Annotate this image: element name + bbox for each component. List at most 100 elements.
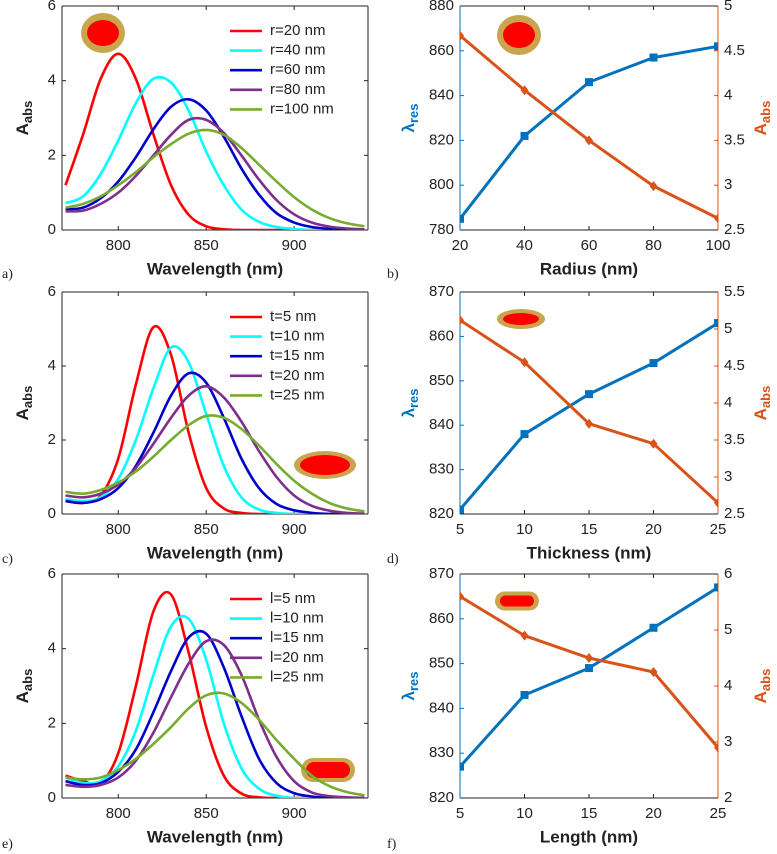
axis-label: λres [399,389,421,418]
y2-tick-label: 3 [724,733,732,750]
label-sub: res [406,104,421,124]
x-tick-label: 900 [282,237,307,254]
y-tick-label: 870 [429,283,454,300]
label-main: A [13,123,32,135]
label-sub: abs [758,386,773,408]
y2-tick-label: 5.5 [724,283,745,300]
marker [714,213,718,224]
marker [520,357,529,368]
label-main: A [751,408,770,420]
y-tick-label: 780 [429,221,454,238]
marker [520,630,529,641]
label-main: A [751,123,770,135]
series-line [64,52,365,230]
y-tick-label: 2 [48,431,56,448]
y2-tick-label: 4 [724,394,732,411]
y-tick-label: 850 [429,372,454,389]
panel-letter: e) [2,837,13,852]
marker [520,690,529,699]
y-tick-label: 830 [429,461,454,478]
y-tick-label: 4 [48,640,56,657]
label-main: A [13,408,32,420]
series-group [460,583,718,771]
marker [714,742,718,753]
marker [649,53,658,62]
x-tick-label: 5 [456,521,464,538]
marker [714,497,718,508]
axis-label: λres [399,672,421,701]
axis-label: Aabs [13,386,35,421]
y-tick-label: 860 [429,42,454,59]
y-tick-label: 820 [429,789,454,806]
series-line [65,345,365,514]
legend-item: t=5 nm [230,308,316,325]
y2-tick-label: 6 [724,565,732,582]
x-tick-label: 20 [645,521,662,538]
x-tick-label: 60 [581,237,598,254]
legend-item: t=10 nm [230,328,325,345]
marker [585,653,593,663]
y-tick-label: 830 [429,744,454,761]
legend-label: t=20 nm [270,367,325,384]
y-tick-label: 4 [48,72,56,89]
y2-tick-label: 2.5 [724,505,745,522]
axis-label: Aabs [13,101,35,136]
marker [460,315,464,326]
particle-icon [301,758,355,782]
y2-tick-label: 3.5 [724,131,745,148]
core [306,762,350,778]
label-sub: abs [758,669,773,691]
legend-label: r=60 nm [270,61,325,78]
y-tick-label: 870 [429,565,454,582]
y-tick-label: 840 [429,87,454,104]
marker [649,667,658,677]
marker [460,762,464,771]
x-tick-label: 900 [282,805,307,822]
label-sub: abs [20,101,35,123]
x-tick-label: 5 [456,805,464,822]
x-tick-label: 20 [452,237,469,254]
label-sub: res [406,389,421,409]
legend-label: r=20 nm [270,22,325,39]
y-tick-label: 850 [429,655,454,672]
particle-icon [495,591,539,611]
y-tick-label: 820 [429,131,454,148]
legend-item: l=10 nm [230,610,324,627]
x-tick-label: 40 [516,237,533,254]
series-group [460,30,718,224]
y-tick-label: 0 [48,789,56,806]
y2-tick-label: 4 [724,87,732,104]
marker [649,359,658,368]
x-axis-label: Wavelength (nm) [147,259,283,278]
marker [460,591,464,602]
marker [649,438,658,449]
plot-area [460,574,718,798]
y-tick-label: 6 [48,0,56,14]
legend-item: l=20 nm [230,649,324,666]
y2-tick-label: 5 [724,621,732,638]
x-axis-label: Length (nm) [540,827,638,846]
y-tick-label: 6 [48,565,56,582]
legend-item: l=15 nm [230,629,324,646]
x-tick-label: 15 [581,805,598,822]
label-main: A [13,691,32,703]
legend-label: r=40 nm [270,42,325,59]
legend-item: r=40 nm [230,42,325,59]
legend-item: r=100 nm [230,100,334,117]
panel-letter: d) [387,552,399,567]
series-line [65,75,365,230]
y-tick-label: 860 [429,610,454,627]
x-axis-label: Wavelength (nm) [147,543,283,562]
y-tick-label: 880 [429,0,454,14]
label-main: λ [399,408,418,418]
core [503,313,539,325]
marker [460,214,464,223]
marker [649,623,658,632]
marker [520,131,529,140]
label-sub: res [406,672,421,692]
series-line [65,414,365,513]
x-axis-label: Wavelength (nm) [147,827,283,846]
axis-label: Aabs [751,669,773,704]
y2-tick-label: 5 [724,320,732,337]
series-line [65,371,365,514]
